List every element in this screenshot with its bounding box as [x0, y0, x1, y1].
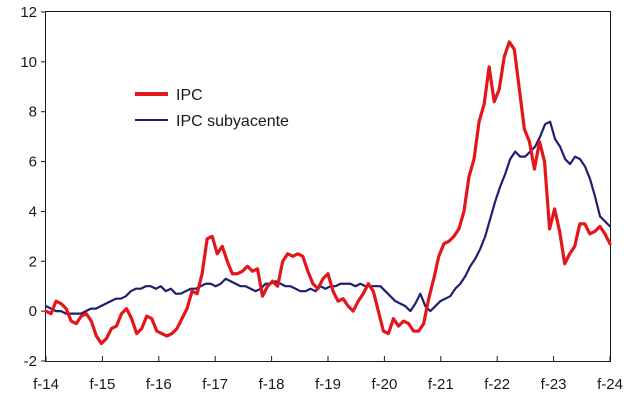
series-line-ipc-subyacente — [44, 120, 612, 315]
x-tick-label: f-20 — [371, 376, 397, 393]
legend-label-ipc-subyacente: IPC subyacente — [176, 113, 289, 130]
x-tick-label: f-18 — [259, 376, 285, 393]
plot-frame — [45, 11, 611, 362]
y-tick-label: 6 — [29, 154, 37, 171]
y-axis: -2 0 2 4 6 8 10 12 — [20, 4, 46, 370]
x-tick-label: f-17 — [202, 376, 228, 393]
y-tick-label: 0 — [29, 303, 37, 320]
x-tick-label: f-16 — [146, 376, 172, 393]
series-lines — [44, 40, 612, 346]
y-tick-label: 10 — [20, 54, 37, 71]
x-tick-label: f-24 — [597, 376, 623, 393]
legend-label-ipc: IPC — [176, 87, 203, 104]
y-tick-label: 4 — [29, 203, 37, 220]
x-tick-label: f-22 — [484, 376, 510, 393]
x-tick-label: f-23 — [541, 376, 567, 393]
x-tick-label: f-19 — [315, 376, 341, 393]
series-line-ipc — [44, 40, 612, 346]
y-tick-label: 12 — [20, 4, 37, 21]
x-tick-label: f-15 — [89, 376, 115, 393]
x-tick-label: f-14 — [33, 376, 59, 393]
x-tick-label: f-21 — [428, 376, 454, 393]
legend: IPC IPC subyacente — [135, 87, 289, 130]
y-tick-label: -2 — [24, 353, 37, 370]
x-axis: f-14 f-15 f-16 f-17 f-18 f-19 f-20 f-21 f-22 f-23… — [33, 356, 623, 393]
y-tick-label: 8 — [29, 104, 37, 121]
y-tick-label: 2 — [29, 253, 37, 270]
